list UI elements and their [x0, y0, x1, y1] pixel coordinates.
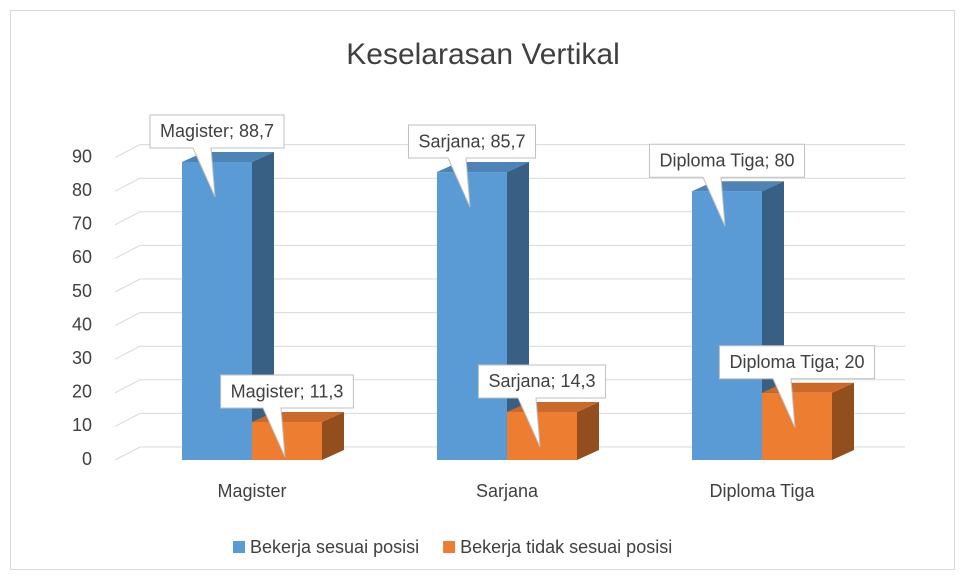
grid-line	[114, 412, 905, 427]
callout	[718, 345, 876, 429]
bar-front	[762, 392, 832, 460]
bar	[252, 412, 344, 460]
bar-front	[507, 411, 577, 460]
x-tick-label: Sarjana	[476, 481, 539, 501]
grid-line	[114, 278, 905, 293]
y-tick-label: 90	[72, 146, 92, 166]
data-label: Diploma Tiga; 80	[648, 143, 806, 227]
grid-line	[114, 446, 905, 461]
bar	[762, 382, 854, 460]
grid-line	[114, 177, 905, 192]
callout	[149, 114, 285, 198]
data-label-text: Sarjana; 85,7	[418, 131, 525, 151]
callout	[220, 374, 354, 458]
grid-line	[114, 345, 905, 360]
y-tick-label: 0	[82, 449, 92, 469]
bar-front	[182, 161, 252, 460]
y-tick-label: 80	[72, 180, 92, 200]
bar	[437, 162, 529, 460]
y-tick-label: 20	[72, 382, 92, 402]
data-label-text: Diploma Tiga; 20	[729, 352, 864, 372]
bar-side	[832, 382, 854, 460]
bar-side	[322, 412, 344, 460]
data-label-text: Sarjana; 14,3	[488, 371, 595, 391]
bar-side	[577, 401, 599, 460]
y-tick-label: 50	[72, 281, 92, 301]
legend-swatch	[233, 541, 245, 553]
data-label-text: Magister; 11,3	[231, 381, 344, 401]
callout	[477, 364, 607, 448]
y-tick-label: 10	[72, 415, 92, 435]
bar	[507, 401, 599, 460]
legend-label: Bekerja tidak sesuai posisi	[460, 537, 672, 557]
bar	[182, 151, 274, 460]
grid-line	[114, 211, 905, 226]
data-label-text: Diploma Tiga; 80	[659, 150, 794, 170]
data-label: Magister; 88,7	[149, 114, 285, 198]
grid-line	[114, 312, 905, 327]
chart-title: Keselarasan Vertikal	[346, 38, 620, 71]
callout	[407, 124, 537, 208]
y-tick-label: 70	[72, 214, 92, 234]
legend-label: Bekerja sesuai posisi	[250, 537, 419, 557]
data-label: Magister; 11,3	[220, 374, 354, 458]
y-tick-label: 60	[72, 247, 92, 267]
data-label: Sarjana; 14,3	[477, 364, 607, 448]
callout	[648, 143, 806, 227]
grid-line	[114, 379, 905, 394]
bar-front	[252, 422, 322, 460]
grid-line	[114, 244, 905, 259]
bar-front	[437, 172, 507, 460]
x-tick-label: Diploma Tiga	[709, 481, 815, 501]
data-label: Sarjana; 85,7	[407, 124, 537, 208]
y-tick-label: 40	[72, 314, 92, 334]
data-label: Diploma Tiga; 20	[718, 345, 876, 429]
data-label-text: Magister; 88,7	[160, 121, 274, 141]
x-tick-label: Magister	[217, 481, 286, 501]
y-tick-label: 30	[72, 348, 92, 368]
bar-front	[692, 191, 762, 460]
legend-swatch	[443, 541, 456, 553]
